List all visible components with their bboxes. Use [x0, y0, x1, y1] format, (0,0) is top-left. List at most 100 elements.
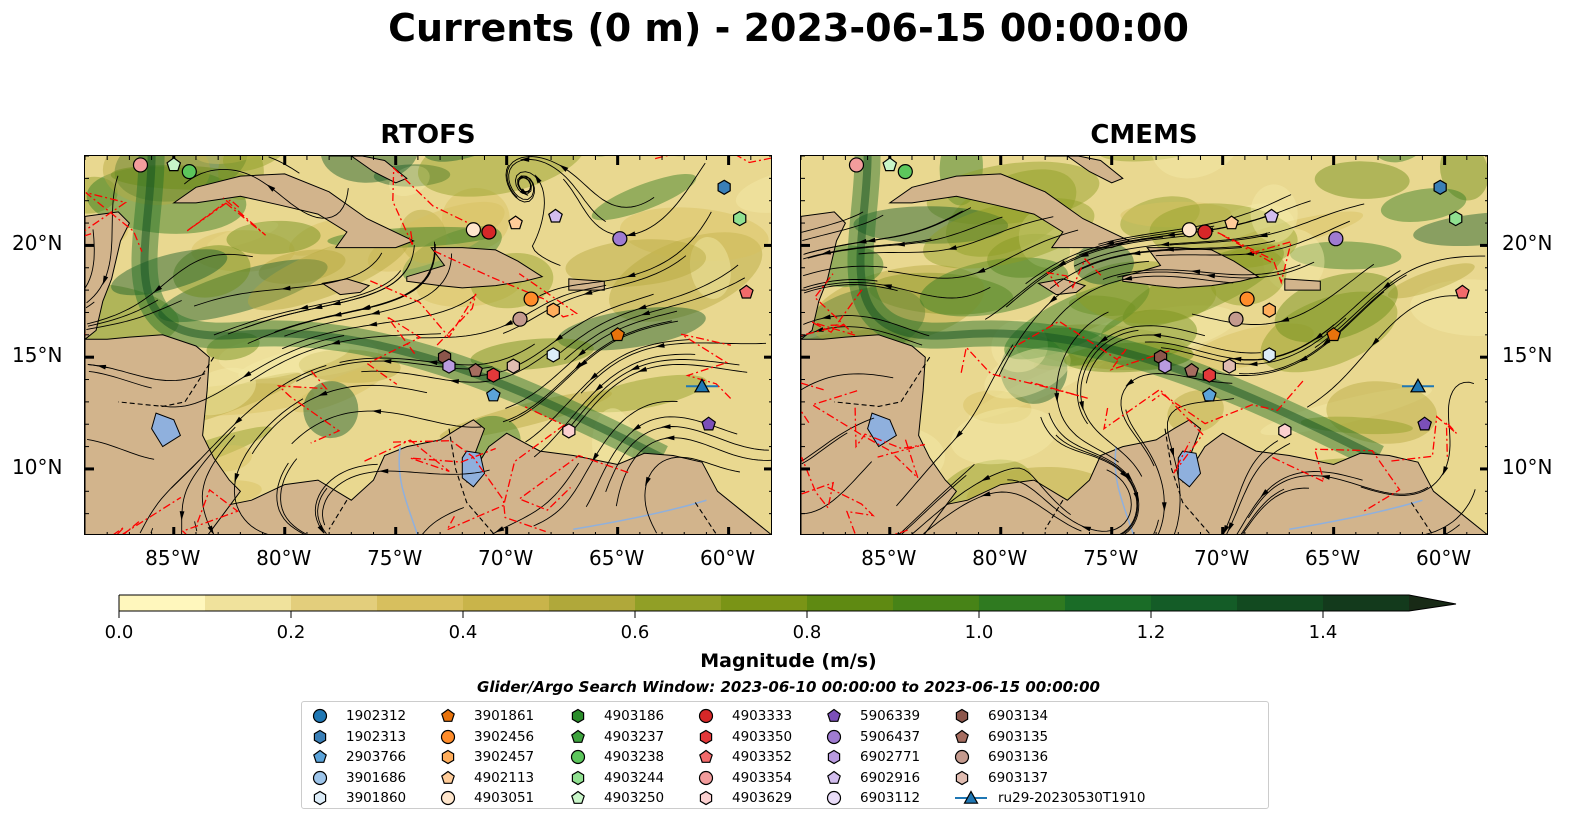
legend-label: 4903354	[732, 769, 793, 786]
legend-label: 4903250	[604, 790, 665, 806]
legend-marker-icon	[698, 770, 714, 785]
colorbar-tick-label: 0.6	[620, 622, 650, 643]
float-marker-3901860	[546, 347, 560, 363]
legend-label: 3901860	[346, 790, 407, 806]
y-tick-label: 10°N	[1502, 454, 1553, 479]
legend-entry: 4903352	[698, 747, 792, 767]
legend-marker	[313, 729, 327, 744]
float-marker-4903354	[848, 157, 865, 173]
legend-label: 6902771	[860, 749, 921, 765]
legend-marker	[441, 708, 455, 722]
legend-entry: 4903051	[440, 788, 534, 808]
legend-entry: 3901860	[312, 788, 406, 808]
float-marker-4903238	[181, 164, 197, 180]
colorbar-tick-label: 1.2	[1136, 622, 1166, 643]
legend-entry: 5906339	[826, 706, 920, 726]
colorbar-segment	[1236, 595, 1324, 611]
legend-entry: 6902771	[826, 747, 920, 767]
float-marker-4903238	[897, 164, 913, 180]
float-marker-5906339	[701, 416, 717, 431]
legend-label: 4903352	[732, 749, 793, 765]
x-tick-label: 75°W	[367, 546, 423, 570]
legend-marker-icon	[827, 770, 841, 784]
x-tick-label: 65°W	[1305, 546, 1361, 570]
legend-marker-icon	[698, 708, 714, 724]
float-marker-4903250	[166, 157, 182, 172]
legend-label: 4903051	[474, 790, 535, 806]
float-marker-3902457	[1262, 302, 1276, 318]
search-window-caption: Glider/Argo Search Window: 2023-06-10 00…	[477, 678, 1100, 696]
legend-label: 6903135	[988, 728, 1049, 745]
float-marker-1902313	[1433, 179, 1447, 195]
map-panel-rtofs	[84, 155, 772, 535]
legend-marker	[699, 790, 713, 806]
float-marker-4903244	[732, 210, 747, 227]
legend-entry: 4902113	[440, 768, 534, 788]
float-marker-4903352	[1454, 284, 1470, 299]
legend-label: 6903136	[988, 749, 1049, 765]
legend-entry: 4903237	[570, 727, 664, 747]
legend-marker	[827, 708, 841, 722]
legend-marker-icon	[955, 770, 969, 785]
colorbar-segment	[376, 595, 464, 611]
legend-marker	[441, 770, 455, 784]
legend-marker-icon	[571, 729, 585, 743]
legend-marker	[827, 749, 841, 765]
legend-marker-icon	[826, 729, 842, 744]
colorbar-segment	[462, 595, 550, 611]
colorbar-tick-label: 0.8	[792, 622, 822, 643]
legend-marker	[698, 770, 714, 785]
legend-marker	[955, 708, 969, 724]
float-marker-3901860	[1262, 347, 1276, 363]
float-marker-3902456	[1239, 291, 1255, 307]
colorbar-segment	[290, 595, 378, 611]
map-panel-cmems	[800, 155, 1488, 535]
map-canvas	[801, 156, 1487, 534]
legend-entry: 6903135	[954, 727, 1048, 747]
x-tick-label: 60°W	[699, 546, 756, 570]
legend-entry: 6903112	[826, 788, 920, 808]
legend-marker-icon	[313, 729, 327, 744]
float-marker-4903629	[562, 423, 576, 439]
legend-entry: 4903244	[570, 768, 664, 788]
legend-entry: 2903766	[312, 747, 406, 767]
legend-marker	[312, 708, 328, 724]
y-tick-label: 10°N	[12, 454, 63, 479]
legend-entry: 3902457	[440, 747, 534, 767]
float-marker-2903766	[485, 387, 501, 402]
legend-marker-icon	[441, 770, 455, 784]
colorbar-segment	[1150, 595, 1238, 611]
legend-marker-icon	[827, 749, 841, 765]
float-marker-5906437	[1328, 231, 1344, 247]
legend-label: 1902313	[346, 728, 407, 745]
float-marker-6903136	[1228, 311, 1244, 327]
legend-marker-icon	[954, 749, 970, 765]
float-marker-5906339	[1417, 416, 1433, 431]
legend-marker-icon	[571, 770, 585, 785]
legend-label: 1902312	[346, 708, 407, 724]
legend-entry: 4903629	[698, 788, 792, 808]
legend-marker	[312, 770, 328, 785]
legend-marker	[440, 729, 456, 744]
x-tick-label: 70°W	[478, 546, 534, 570]
legend-label: 6903112	[860, 790, 921, 806]
x-tick-label: 85°W	[145, 546, 201, 570]
float-marker-6903137	[506, 358, 520, 374]
legend-marker	[955, 729, 969, 743]
legend-entry: 4903238	[570, 747, 664, 767]
float-marker-6902771	[1158, 358, 1172, 374]
x-tick-label: 80°W	[972, 546, 1028, 570]
legend-marker	[699, 749, 713, 763]
legend-entry: 6903134	[954, 706, 1048, 726]
colorbar-segment	[892, 595, 980, 611]
legend-marker	[955, 790, 987, 804]
y-tick-label: 15°N	[12, 343, 63, 368]
y-tick-label: 20°N	[12, 231, 63, 256]
legend-label: 3901686	[346, 769, 407, 786]
float-marker-2903766	[1201, 387, 1217, 402]
legend-label: 6903134	[988, 708, 1049, 724]
legend-label: 6903137	[988, 769, 1049, 786]
colorbar-tick-label: 1.0	[964, 622, 994, 643]
colorbar-tick-label: 0.2	[276, 622, 306, 643]
legend-label: 4903333	[732, 708, 793, 724]
